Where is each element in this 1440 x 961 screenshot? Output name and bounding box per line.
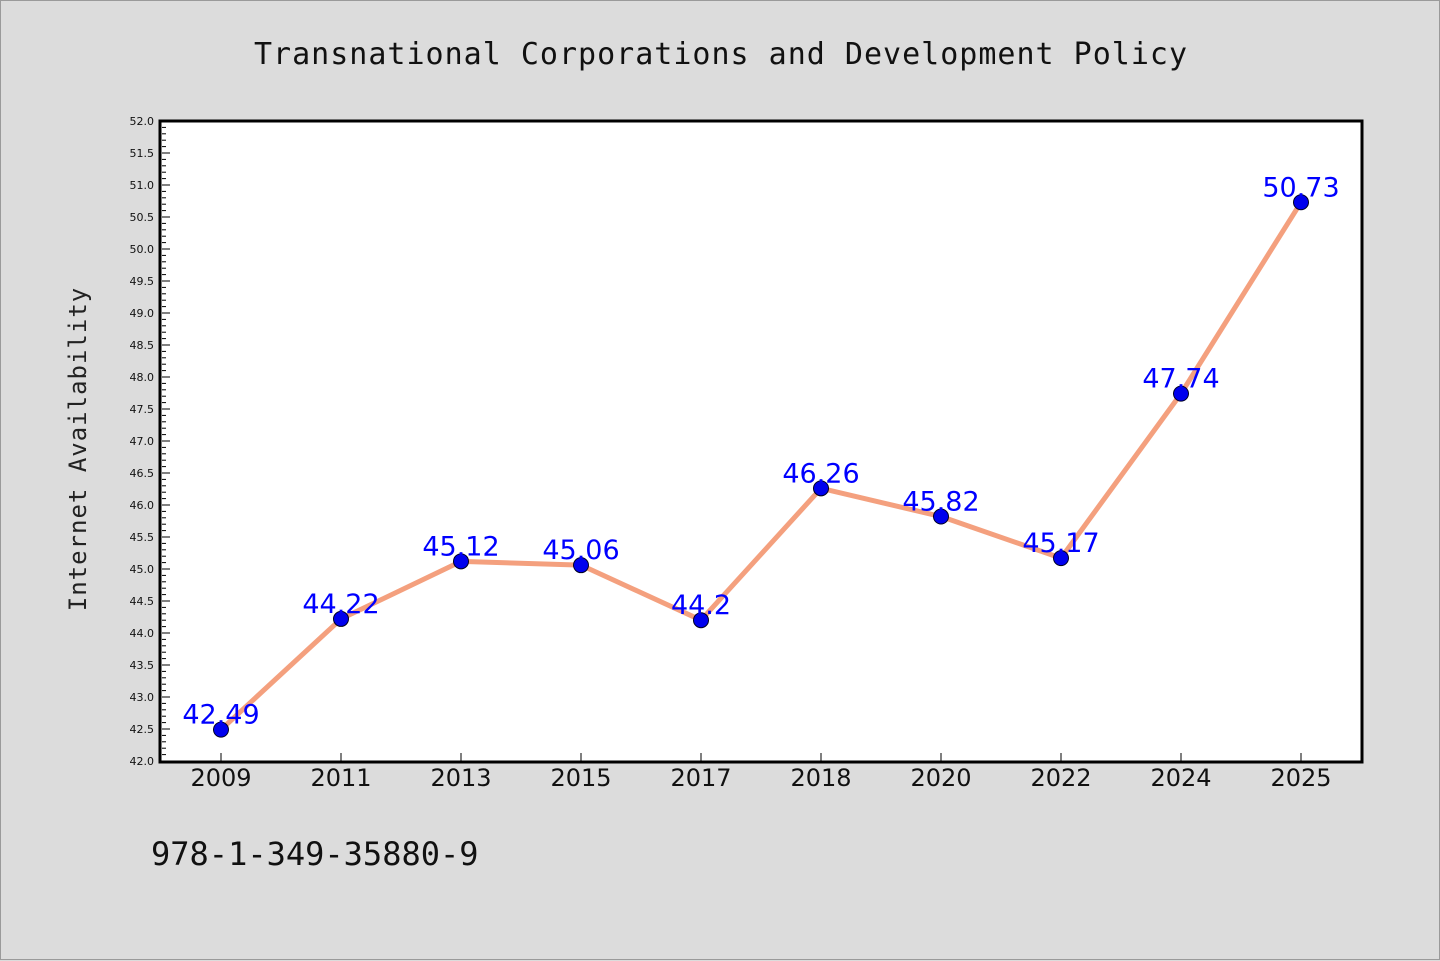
y-tick-label: 51.5 (130, 147, 155, 160)
x-tick-label: 2018 (790, 764, 851, 792)
y-tick-label: 48.0 (130, 371, 155, 384)
y-tick-label: 46.0 (130, 499, 155, 512)
data-point (213, 721, 229, 738)
y-tick-label: 45.0 (130, 563, 155, 576)
data-point (1053, 550, 1069, 567)
y-tick-label: 49.5 (130, 275, 155, 288)
x-tick-label: 2009 (190, 764, 251, 792)
data-point (333, 610, 349, 627)
y-tick-label: 43.0 (130, 691, 155, 704)
data-point (693, 612, 709, 629)
data-point (1293, 194, 1309, 211)
y-tick-label: 49.0 (130, 307, 155, 320)
data-point (1173, 385, 1189, 402)
x-tick-label: 2020 (910, 764, 971, 792)
y-axis-label: Internet Availability (64, 287, 92, 611)
series (213, 194, 1309, 738)
y-tick-label: 42.0 (130, 755, 155, 768)
x-tick-label: 2024 (1150, 764, 1211, 792)
x-tick-label: 2011 (310, 764, 371, 792)
data-label: 42.49 (182, 700, 259, 731)
data-label: 45.06 (542, 535, 619, 566)
x-tick-label: 2025 (1270, 764, 1331, 792)
y-tick-label: 50.5 (130, 211, 155, 224)
data-label: 47.74 (1142, 364, 1219, 395)
y-tick-label: 44.0 (130, 627, 155, 640)
data-labels: 42.49 44.22 45.12 45.06 44.2 46.26 45.82 45.17 4… (182, 172, 1339, 730)
y-tick-label: 45.5 (130, 531, 155, 544)
data-label: 45.82 (902, 487, 979, 518)
data-label: 45.12 (422, 531, 499, 562)
x-tick-label: 2022 (1030, 764, 1091, 792)
x-axis: 2009 2011 2013 2015 2017 2018 2020 2022 2024 2025 (190, 753, 1332, 792)
y-tick-label: 51.0 (130, 179, 155, 192)
x-tick-label: 2015 (550, 764, 611, 792)
data-point (453, 553, 469, 570)
x-tick-label: 2017 (670, 764, 731, 792)
data-point (933, 508, 949, 525)
data-point (573, 557, 589, 574)
data-label: 44.22 (302, 589, 379, 620)
y-tick-label: 47.0 (130, 435, 155, 448)
y-tick-label: 46.5 (130, 467, 155, 480)
y-tick-label: 43.5 (130, 659, 155, 672)
y-tick-label: 52.0 (130, 115, 155, 128)
data-label: 45.17 (1022, 528, 1099, 559)
x-tick-label: 2013 (430, 764, 491, 792)
data-label: 50.73 (1262, 172, 1339, 203)
y-tick-label: 50.0 (130, 243, 155, 256)
series-line (218, 199, 1304, 733)
data-label: 44.2 (671, 590, 731, 621)
y-tick-label: 44.5 (130, 595, 155, 608)
y-tick-label: 47.5 (130, 403, 155, 416)
y-axis: 42.0 42.5 43.0 43.5 44.0 44.5 45.0 45.5 46.0 46.5… (130, 115, 170, 768)
isbn-footer: 978-1-349-35880-9 (151, 835, 479, 873)
y-tick-label: 42.5 (130, 723, 155, 736)
data-label: 46.26 (782, 458, 859, 489)
data-point (813, 480, 829, 497)
plot-area (158, 119, 1364, 764)
y-tick-label: 48.5 (130, 339, 155, 352)
chart-title: Transnational Corporations and Developme… (254, 37, 1188, 72)
